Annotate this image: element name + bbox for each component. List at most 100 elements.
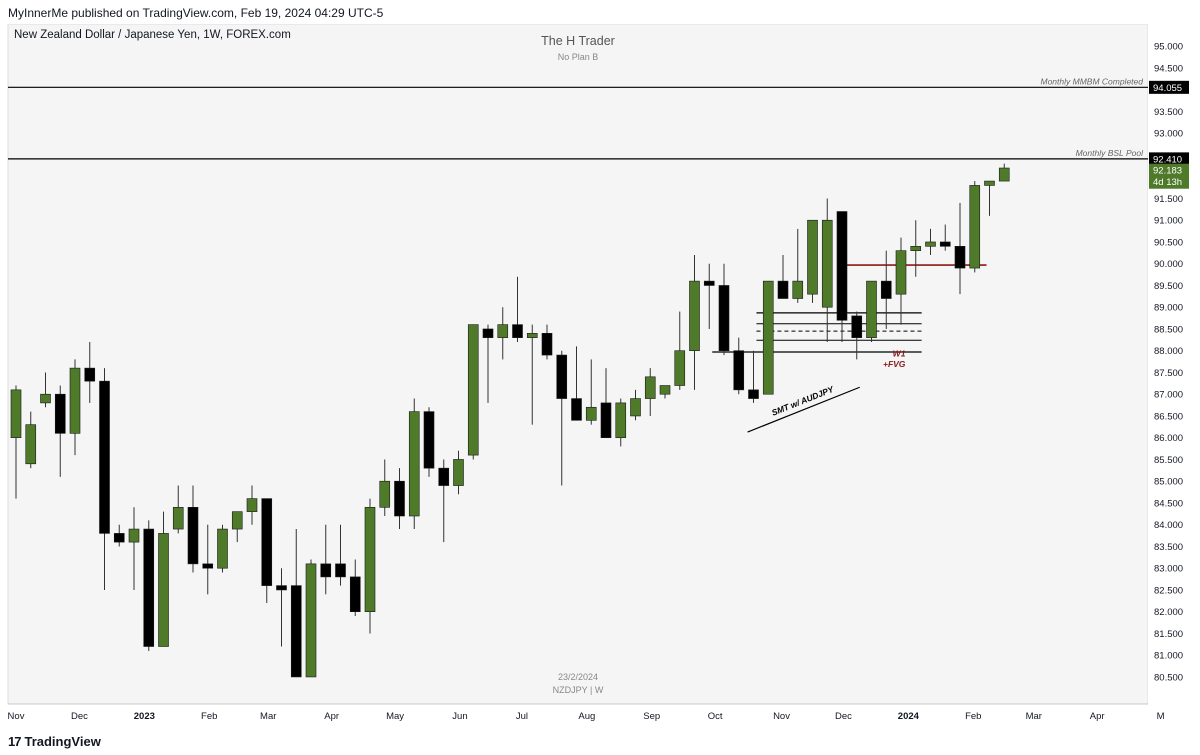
horizontal-levels[interactable]: Monthly MMBM Completed 94.055 Monthly BSL … <box>8 76 1189 166</box>
candle-body <box>733 350 745 391</box>
candle <box>836 211 848 343</box>
candle-body <box>866 280 877 338</box>
candle-body <box>615 402 627 439</box>
candle <box>497 307 509 360</box>
candle <box>453 450 464 495</box>
price-tick-label: 88.500 <box>1154 324 1183 335</box>
candle-body <box>600 402 612 439</box>
publisher-text: MyInnerMe published on TradingView.com, … <box>8 6 384 20</box>
candle <box>128 507 140 590</box>
candle <box>556 350 568 486</box>
watermark-title: The H Trader <box>541 34 615 48</box>
tradingview-brand[interactable]: 17 TradingView <box>8 734 101 749</box>
candle-body <box>998 167 1010 182</box>
price-tick-label: 84.000 <box>1154 520 1183 531</box>
candle <box>438 459 450 543</box>
candle-body <box>69 367 81 434</box>
candle-body <box>571 398 582 421</box>
candle-body <box>807 219 818 295</box>
candle <box>630 389 641 421</box>
time-tick-label: Oct <box>708 711 723 722</box>
candle-body <box>40 393 51 404</box>
candle <box>364 498 376 634</box>
candle <box>99 368 110 590</box>
candle-body <box>408 411 420 517</box>
level-price-tag-text: 94.055 <box>1153 83 1182 94</box>
candle-body <box>202 563 214 569</box>
candle <box>984 180 995 216</box>
level-price-tag <box>1149 152 1189 166</box>
candle <box>733 337 745 395</box>
candle <box>526 324 538 425</box>
candle <box>158 511 169 647</box>
candle <box>585 359 597 425</box>
candle <box>482 324 494 403</box>
symbol-title: New Zealand Dollar / Japanese Yen, 1W, F… <box>14 29 291 41</box>
candle-body <box>128 528 140 543</box>
price-tick-label: 90.000 <box>1154 259 1183 270</box>
candle-body <box>585 406 597 421</box>
candle-body <box>438 467 450 486</box>
candle-body <box>305 563 317 678</box>
candle <box>851 311 863 360</box>
time-tick-label: Feb <box>201 711 217 722</box>
candle <box>998 163 1010 182</box>
time-tick-label: Feb <box>965 711 981 722</box>
candle <box>172 485 184 534</box>
candle <box>54 385 66 477</box>
candle <box>954 202 966 295</box>
candle <box>703 263 715 329</box>
candle <box>10 385 22 499</box>
candle-body <box>836 211 848 321</box>
price-tick-label: 94.500 <box>1154 63 1183 74</box>
price-tick-label: 86.500 <box>1154 411 1183 422</box>
candle <box>925 228 936 256</box>
time-tick-label: Mar <box>1026 711 1042 722</box>
candle-body <box>246 498 258 512</box>
candle <box>659 385 671 399</box>
bottom-watermark-date: 23/2/2024 <box>558 672 598 682</box>
candle-body <box>821 219 833 308</box>
candle-body <box>482 328 494 338</box>
candle-body <box>172 507 184 530</box>
price-tick-label: 85.500 <box>1154 455 1183 466</box>
price-tick-label: 81.500 <box>1154 629 1183 640</box>
brand-name: TradingView <box>24 734 101 749</box>
level-label: Monthly MMBM Completed <box>1040 76 1143 86</box>
candle-body <box>99 380 110 534</box>
candle-body <box>158 533 169 647</box>
candle-body <box>969 185 981 269</box>
candle-body <box>54 393 66 434</box>
time-tick-label: M <box>1157 711 1165 722</box>
candle-body <box>526 333 538 338</box>
candle <box>748 350 759 403</box>
price-tick-label: 93.500 <box>1154 107 1183 118</box>
time-tick-label: Jun <box>452 711 467 722</box>
price-tick-label: 83.000 <box>1154 564 1183 575</box>
time-tick-label: Dec <box>835 711 852 722</box>
candlestick-chart[interactable]: New Zealand Dollar / Japanese Yen, 1W, F… <box>0 23 1200 729</box>
candle-body <box>674 350 686 386</box>
candle <box>674 311 686 390</box>
price-tick-label: 95.000 <box>1154 42 1183 53</box>
candles[interactable] <box>10 163 1010 678</box>
chart-frame[interactable]: New Zealand Dollar / Japanese Yen, 1W, F… <box>0 23 1200 729</box>
time-tick-label: Apr <box>324 711 339 722</box>
time-tick-label: Aug <box>578 711 595 722</box>
candle <box>187 485 199 573</box>
candle-body <box>644 376 656 399</box>
price-tick-label: 86.000 <box>1154 433 1183 444</box>
price-tick-label: 93.000 <box>1154 129 1183 140</box>
time-tick-label: Jul <box>516 711 528 722</box>
price-tick-label: 91.000 <box>1154 216 1183 227</box>
time-tick-label: Apr <box>1090 711 1105 722</box>
candle-body <box>25 424 37 465</box>
candle <box>880 250 892 329</box>
candle <box>25 411 37 469</box>
candle <box>939 224 951 251</box>
candle-body <box>777 280 789 299</box>
candle <box>467 324 479 460</box>
footer-bar: 17 TradingView <box>0 729 1200 755</box>
time-tick-label: May <box>386 711 404 722</box>
